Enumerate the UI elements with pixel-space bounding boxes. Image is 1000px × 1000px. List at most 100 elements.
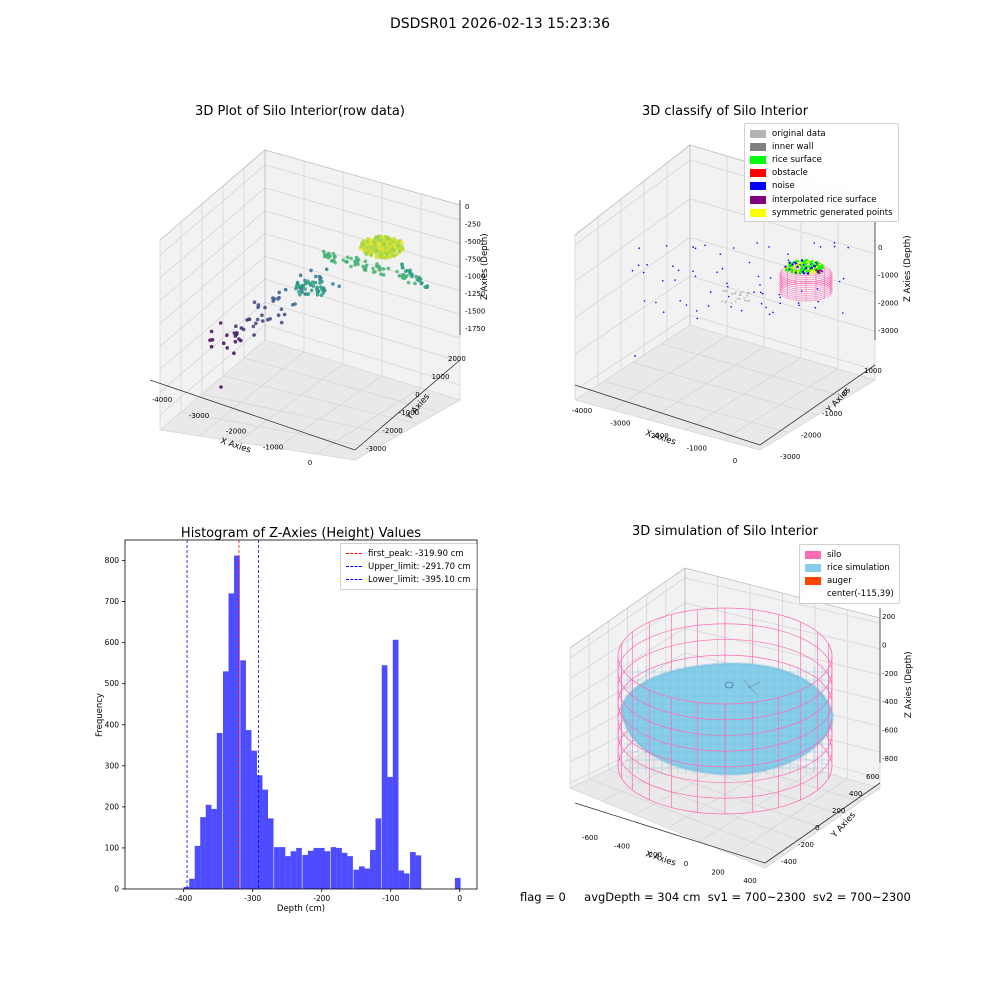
legend-label: first_peak: -319.90 cm [368,548,464,559]
classify-noise-point [765,306,767,309]
raw-point [382,242,387,246]
raw-point [276,313,281,317]
classify-noise-point [692,270,694,273]
raw-point [354,255,359,260]
histogram-y-tick-label: 600 [105,638,120,647]
raw-point [309,288,314,293]
legend-label: noise [772,181,795,192]
raw-point [209,329,214,334]
simulation-x-tick: 200 [711,868,724,876]
raw-point [320,279,324,284]
raw-point [372,245,377,249]
raw-point [330,259,334,263]
raw-point [298,273,303,278]
raw-point [381,267,386,271]
classify-noise-point [833,242,836,244]
raw-point [300,290,304,294]
classify-noise-point [797,302,800,304]
classify-surface-point [795,269,798,272]
simulation-y-tick: -400 [781,858,797,866]
classify-original-point [739,292,742,294]
raw-point [252,300,257,304]
legend-swatch [805,563,821,572]
raw-point [361,239,366,244]
histogram-bar [245,730,252,889]
classify-surface-point [790,268,793,271]
raw-point [375,262,379,266]
classify-noise-point [655,301,657,304]
classify-x-tick: -4000 [572,407,592,415]
raw-point [268,317,272,321]
classify-surface-point [788,261,791,264]
raw-point [279,320,284,325]
histogram-bar [415,855,422,889]
raw-point [233,339,238,344]
histogram-bar [285,856,291,889]
classify-surface-point [794,271,797,274]
histogram-bar [234,555,240,889]
raw-z-tick: -1250 [465,290,485,298]
classify-noise-point [694,275,697,278]
classify-original-point [739,298,741,300]
legend-swatch [750,129,766,138]
classify-surface-point [802,268,805,271]
classify-legend: original data inner wall rice surface obsta… [744,123,899,223]
raw-point [301,283,306,288]
classify-surface-point [813,260,816,263]
raw-point [362,249,367,253]
classify-x-tick: -1000 [687,445,707,453]
classify-original-point [730,302,733,304]
classify-noise-point [707,305,710,307]
classify-noise-point [726,282,728,285]
histogram-bar [353,869,360,889]
raw-point [260,319,265,323]
classify-noise-point [768,313,771,316]
histogram-y-tick-label: 700 [105,597,120,606]
raw-point [313,280,318,285]
classify-x-tick: -2000 [648,432,668,440]
classify-noise-point [662,311,665,313]
raw-point [414,274,418,279]
raw-point [371,270,376,274]
classify-surface-point [805,259,809,262]
raw-point [315,286,320,291]
raw-x-tick: -3000 [189,412,209,420]
classify-surface-point [803,261,806,264]
classify-surface-point [816,264,819,267]
raw-point [241,327,246,332]
simulation-auger-mark [743,679,761,695]
raw-point [255,317,260,322]
raw-z-tick: 0 [465,203,469,211]
histogram-bar [205,804,212,889]
classify-surface-point [792,267,795,270]
raw-point [371,266,375,271]
histogram-bar [267,818,274,889]
histogram-y-tick-label: 300 [105,761,120,770]
raw-x-tick: -1000 [263,443,283,451]
classify-surface-point [801,264,804,267]
histogram-bar [324,851,331,889]
histogram-bar [262,789,269,889]
classify-surface-point [806,261,809,264]
raw-point [308,281,312,286]
raw-point [381,273,386,277]
histogram-bar [274,847,280,889]
raw-point [400,241,404,245]
raw-point [406,280,411,285]
classify-original-point [746,299,748,302]
classify-legend-item: rice surface [750,153,893,166]
classify-noise-point [800,290,803,292]
classify-noise-point [716,271,718,273]
classify-surface-point [806,272,810,275]
raw-point [384,238,388,242]
raw-point [323,254,327,259]
classify-surface-point [811,260,814,263]
classify-surface-point [796,265,799,268]
raw-point [295,281,300,286]
classify-noise-point [646,264,648,266]
raw-point [283,287,288,292]
raw-x-tick: -4000 [152,396,172,404]
histogram-bar [381,665,388,889]
classify-original-point [748,300,751,302]
raw-point [386,266,391,271]
